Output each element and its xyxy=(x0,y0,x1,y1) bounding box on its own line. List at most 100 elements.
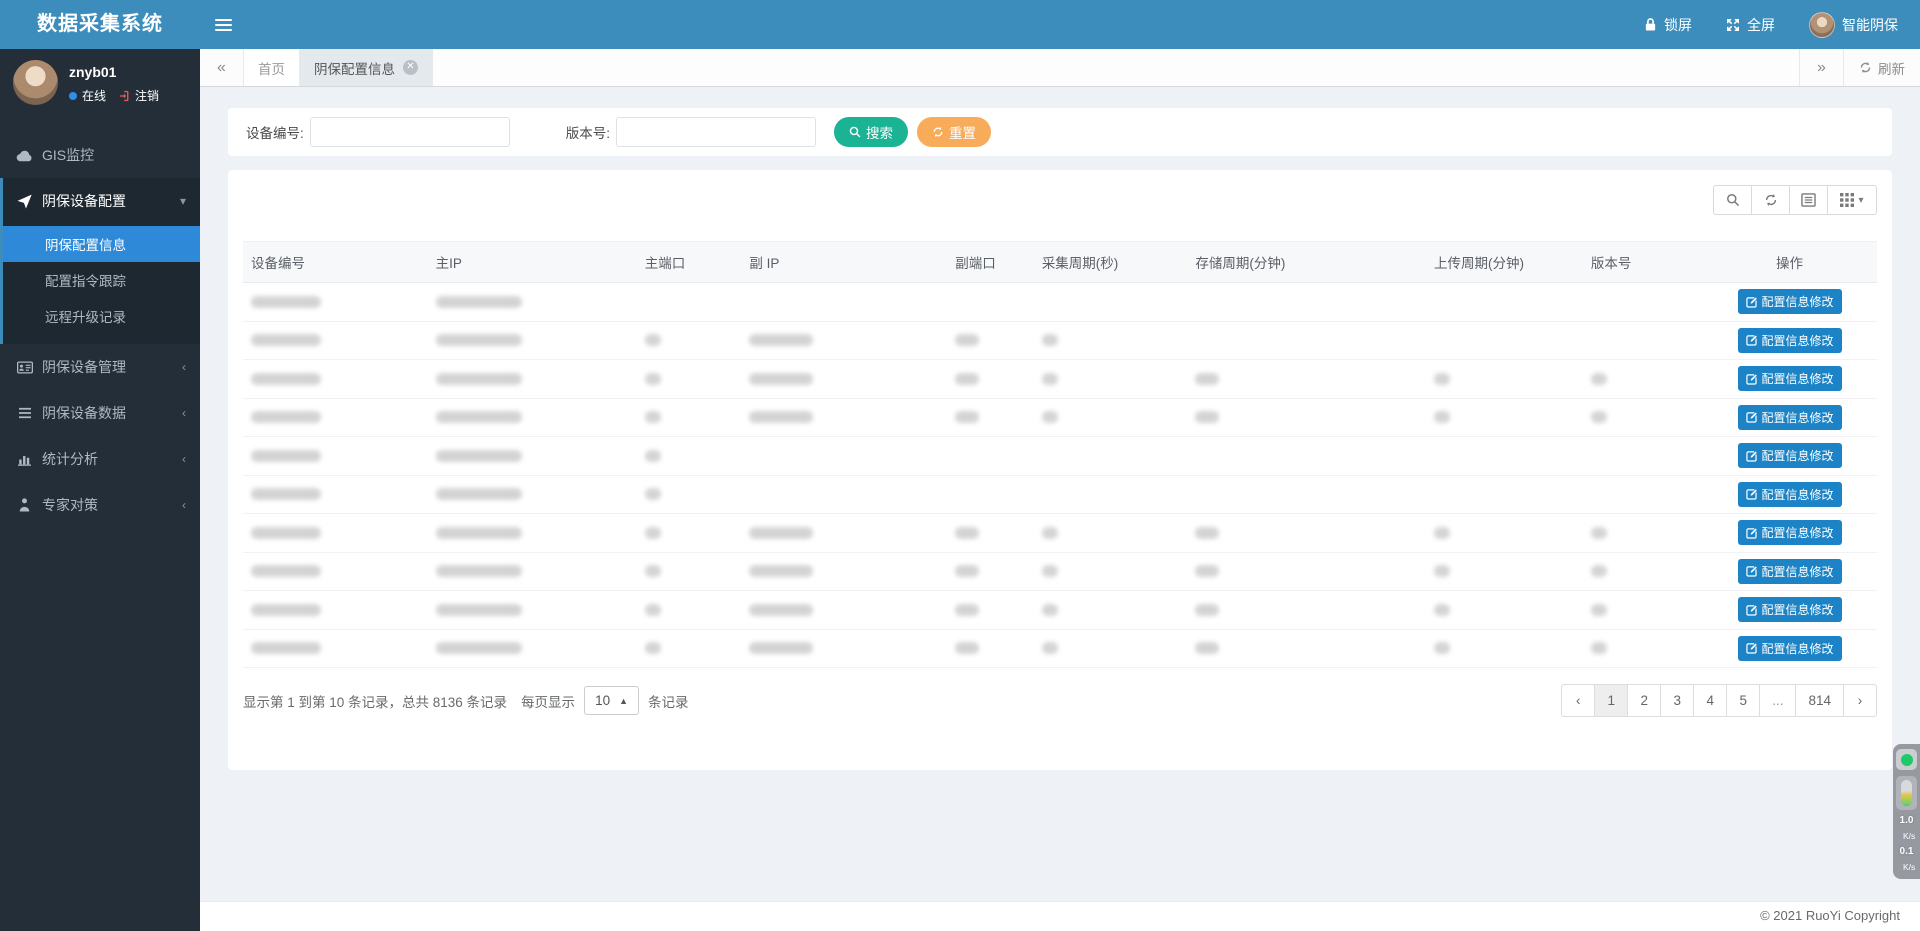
redacted-cell xyxy=(1590,372,1607,385)
tab-首页[interactable]: 首页 xyxy=(244,49,300,86)
lock-icon xyxy=(1644,17,1657,32)
search-icon xyxy=(849,126,861,138)
copyright-text: © 2021 RuoYi Copyright xyxy=(1760,908,1900,923)
tabs-scroll-left-button[interactable]: « xyxy=(200,49,244,86)
redacted-cell xyxy=(1433,526,1450,539)
redacted-cell xyxy=(1195,642,1220,655)
gauge-tile xyxy=(1896,776,1917,810)
sidebar-item[interactable]: 统计分析 ‹ xyxy=(3,436,200,482)
edit-icon xyxy=(1745,373,1758,385)
redacted-cell xyxy=(435,411,522,424)
edit-icon xyxy=(1745,565,1758,577)
reset-button[interactable]: 重置 xyxy=(917,117,992,147)
edit-config-button[interactable]: 配置信息修改 xyxy=(1737,443,1842,469)
pager-page-button[interactable]: 814 xyxy=(1795,684,1844,717)
pagination: 显示第 1 到第 10 条记录，总共 8136 条记录 每页显示 10 ▲ 条记… xyxy=(243,684,1877,717)
redacted-cell xyxy=(644,565,661,578)
redacted-cell xyxy=(749,526,814,539)
download-speed-value: 0.1 xyxy=(1899,845,1914,857)
pager-page-button[interactable]: 4 xyxy=(1693,684,1728,717)
pagination-summary: 显示第 1 到第 10 条记录，总共 8136 条记录 xyxy=(243,694,508,710)
tabs-list: 首页 阴保配置信息 ✕ xyxy=(244,49,433,86)
pager-ellipsis[interactable]: ... xyxy=(1759,684,1797,717)
redacted-cell xyxy=(251,334,321,347)
sidebar-subitem[interactable]: 阴保配置信息 xyxy=(3,226,200,262)
table-row: 配置信息修改 xyxy=(243,552,1877,591)
id-card-icon xyxy=(16,361,33,374)
user-name: znyb01 xyxy=(69,64,117,80)
redacted-cell xyxy=(435,449,522,462)
sidebar-item[interactable]: 阴保设备数据 ‹ xyxy=(3,390,200,436)
speed-gauge-icon xyxy=(1901,780,1912,806)
redacted-cell xyxy=(749,642,814,655)
sidebar-subitem[interactable]: 配置指令跟踪 xyxy=(45,274,126,289)
redacted-cell xyxy=(955,526,980,539)
logout-button[interactable]: 注销 xyxy=(119,87,159,104)
pager-page-button[interactable]: 2 xyxy=(1627,684,1662,717)
edit-config-button[interactable]: 配置信息修改 xyxy=(1737,327,1842,353)
table-row: 配置信息修改 xyxy=(243,590,1877,630)
column-header: 主IP xyxy=(427,241,637,283)
sidebar-subitem[interactable]: 远程升级记录 xyxy=(45,310,126,325)
lock-screen-button[interactable]: 锁屏 xyxy=(1644,15,1692,35)
redacted-cell xyxy=(749,334,814,347)
column-header: 主端口 xyxy=(636,241,742,283)
redacted-cell xyxy=(749,372,814,385)
pager-page-button[interactable]: 1 xyxy=(1594,684,1629,717)
sidebar-item[interactable]: 阴保设备配置 ▾ xyxy=(3,178,200,224)
edit-config-button[interactable]: 配置信息修改 xyxy=(1737,404,1842,430)
edit-config-button[interactable]: 配置信息修改 xyxy=(1737,366,1842,392)
sidebar-toggle-button[interactable] xyxy=(200,0,246,49)
close-icon[interactable]: ✕ xyxy=(403,60,418,75)
sidebar-item[interactable]: 阴保设备管理 ‹ xyxy=(3,344,200,390)
refresh-table-button[interactable] xyxy=(1751,185,1790,215)
version-input[interactable] xyxy=(616,117,817,147)
edit-config-button[interactable]: 配置信息修改 xyxy=(1737,289,1842,315)
search-button[interactable]: 搜索 xyxy=(834,117,909,147)
pager-prev-button[interactable]: ‹ xyxy=(1561,684,1596,717)
pager-next-button[interactable]: › xyxy=(1843,684,1877,717)
detail-view-icon xyxy=(1801,193,1816,207)
tabs-scroll-right-button[interactable]: » xyxy=(1799,49,1843,86)
reset-icon xyxy=(932,126,944,138)
tab-阴保配置信息[interactable]: 阴保配置信息 ✕ xyxy=(300,49,433,86)
redacted-cell xyxy=(955,334,980,347)
redacted-cell xyxy=(749,411,814,424)
device-number-input[interactable] xyxy=(309,117,510,147)
sidebar-item[interactable]: GIS监控 xyxy=(3,132,200,178)
redacted-cell xyxy=(435,565,522,578)
topbar-username: 智能阴保 xyxy=(1842,16,1898,33)
column-header: 设备编号 xyxy=(243,241,428,283)
config-table: 设备编号 主IP 主端口副 IP 副端口 采集周期(秒) 存储周期(分钟) 上传周期(分钟)… xyxy=(243,241,1877,668)
redacted-cell xyxy=(749,565,814,578)
page-size-select[interactable]: 10 ▲ xyxy=(584,686,640,715)
logout-icon xyxy=(119,90,131,102)
pager-page-button[interactable]: 5 xyxy=(1726,684,1761,717)
redacted-cell xyxy=(644,334,661,347)
online-status-label: 在线 xyxy=(82,89,107,103)
network-speed-widget[interactable]: 1.0 ↑ K/s 0.1 ↓ K/s xyxy=(1893,744,1920,879)
redacted-cell xyxy=(1041,411,1058,424)
toggle-view-button[interactable] xyxy=(1789,185,1828,215)
sidebar-item[interactable]: 专家对策 ‹ xyxy=(3,482,200,528)
redacted-cell xyxy=(1195,603,1220,616)
fullscreen-button[interactable]: 全屏 xyxy=(1726,15,1775,35)
edit-config-button[interactable]: 配置信息修改 xyxy=(1737,635,1842,661)
edit-config-button[interactable]: 配置信息修改 xyxy=(1737,520,1842,546)
redacted-cell xyxy=(1433,565,1450,578)
pager-page-button[interactable]: 3 xyxy=(1660,684,1695,717)
page-size-suffix: 条记录 xyxy=(648,694,689,710)
edit-icon xyxy=(1745,296,1758,308)
show-search-button[interactable] xyxy=(1713,185,1752,215)
user-menu[interactable]: 智能阴保 xyxy=(1809,11,1898,38)
tab-refresh-button[interactable]: 刷新 xyxy=(1843,49,1920,86)
table-row: 配置信息修改 xyxy=(243,629,1877,668)
edit-config-button[interactable]: 配置信息修改 xyxy=(1737,597,1842,623)
redacted-cell xyxy=(1041,565,1058,578)
redacted-cell xyxy=(251,603,321,616)
cloud-icon xyxy=(16,149,33,162)
edit-config-button[interactable]: 配置信息修改 xyxy=(1737,558,1842,584)
columns-dropdown-button[interactable]: ▾ xyxy=(1827,185,1877,215)
edit-config-button[interactable]: 配置信息修改 xyxy=(1737,481,1842,507)
content-area: 设备编号: 版本号: 搜索 重置 xyxy=(200,87,1920,770)
